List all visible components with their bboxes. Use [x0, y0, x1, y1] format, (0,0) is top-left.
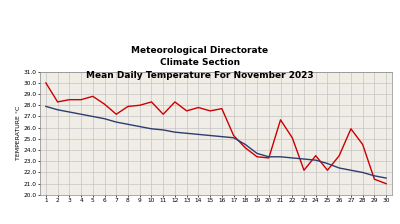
Y-axis label: TEMPERATURE °C: TEMPERATURE °C: [16, 106, 21, 160]
Text: Meteorological Directorate
Climate Section
Mean Daily Temperature For November 2: Meteorological Directorate Climate Secti…: [86, 46, 314, 80]
